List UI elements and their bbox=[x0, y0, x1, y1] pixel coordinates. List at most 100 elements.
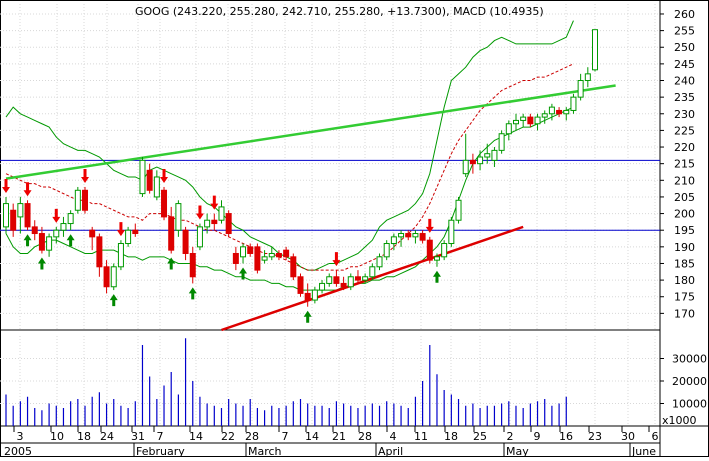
month-label: 2005 bbox=[4, 445, 32, 457]
candle-body bbox=[390, 236, 397, 245]
candle-body bbox=[319, 282, 326, 291]
month-label: May bbox=[506, 445, 529, 457]
candle-body bbox=[204, 219, 211, 228]
buy-signal-arrow bbox=[66, 234, 75, 247]
day-tick-label: 28 bbox=[245, 430, 259, 443]
candle-body bbox=[584, 73, 591, 82]
candle-body bbox=[110, 266, 117, 288]
sell-signal-arrow bbox=[81, 168, 90, 183]
moving-average-line bbox=[5, 63, 574, 271]
day-tick-label: 10 bbox=[50, 430, 64, 443]
day-tick-label: 18 bbox=[444, 430, 458, 443]
candle-body bbox=[556, 109, 563, 115]
candle-body bbox=[38, 233, 45, 251]
price-tick-label: 190 bbox=[674, 241, 695, 254]
day-tick-label: 7 bbox=[157, 430, 164, 443]
day-tick-label: 30 bbox=[621, 430, 635, 443]
candle-body bbox=[405, 233, 412, 238]
candle-body bbox=[283, 249, 290, 258]
candle-body bbox=[153, 176, 160, 198]
candle-body bbox=[67, 213, 74, 225]
candle-body bbox=[117, 243, 124, 268]
candle-body bbox=[211, 219, 218, 225]
day-tick-label: 4 bbox=[390, 430, 397, 443]
day-tick-label: 14 bbox=[305, 430, 319, 443]
candle-body bbox=[462, 159, 469, 175]
candle-body bbox=[139, 159, 146, 195]
candle-body bbox=[448, 219, 455, 245]
sell-signal-arrow bbox=[425, 218, 434, 233]
candle-body bbox=[548, 106, 555, 115]
buy-signal-arrow bbox=[167, 257, 176, 270]
sell-signal-arrow bbox=[160, 168, 169, 183]
price-tick-label: 255 bbox=[674, 25, 695, 38]
candle-body bbox=[455, 199, 462, 221]
volume-tick-label: 20000 bbox=[672, 375, 707, 388]
sell-signal-arrow bbox=[332, 252, 341, 267]
month-label: February bbox=[136, 445, 185, 457]
candle-body bbox=[297, 276, 304, 294]
candle-body bbox=[275, 252, 282, 258]
candle-body bbox=[82, 189, 89, 211]
day-tick-label: 6 bbox=[652, 430, 659, 443]
candle-body bbox=[570, 96, 577, 111]
candle-body bbox=[534, 116, 541, 125]
buy-signal-arrow bbox=[188, 287, 197, 300]
price-tick-label: 250 bbox=[674, 41, 695, 54]
volume-tick-label: 30000 bbox=[672, 353, 707, 366]
candle-body bbox=[168, 216, 175, 251]
candle-body bbox=[362, 276, 369, 281]
candle-body bbox=[512, 119, 519, 125]
candle-body bbox=[563, 109, 570, 115]
day-tick-label: 31 bbox=[131, 430, 145, 443]
price-tick-label: 240 bbox=[674, 75, 695, 88]
price-tick-label: 215 bbox=[674, 158, 695, 171]
day-tick-label: 18 bbox=[77, 430, 91, 443]
candle-body bbox=[247, 246, 254, 254]
candle-body bbox=[527, 116, 534, 125]
candle-body bbox=[369, 266, 376, 278]
volume-unit-label: x1000 bbox=[662, 414, 697, 427]
day-tick-label: 11 bbox=[414, 430, 428, 443]
candle-body bbox=[10, 209, 17, 231]
candle-body bbox=[46, 236, 53, 251]
day-tick-label: 25 bbox=[473, 430, 487, 443]
sell-signal-arrow bbox=[195, 205, 204, 220]
candle-body bbox=[592, 29, 598, 71]
candle-body bbox=[17, 203, 24, 218]
day-tick-label: 22 bbox=[221, 430, 235, 443]
month-label: June bbox=[631, 445, 656, 457]
candle-body bbox=[196, 226, 203, 248]
candle-body bbox=[541, 113, 548, 118]
price-tick-label: 205 bbox=[674, 191, 695, 204]
day-tick-label: 16 bbox=[559, 430, 573, 443]
candle-body bbox=[577, 80, 584, 98]
price-tick-label: 180 bbox=[674, 274, 695, 287]
candle-body bbox=[354, 276, 361, 281]
day-tick-label: 21 bbox=[332, 430, 346, 443]
candle-body bbox=[232, 252, 239, 264]
buy-signal-arrow bbox=[109, 294, 118, 307]
candle-body bbox=[89, 229, 96, 238]
candle-body bbox=[520, 116, 527, 121]
price-tick-label: 200 bbox=[674, 208, 695, 221]
candle-body bbox=[125, 229, 132, 245]
candle-body bbox=[304, 292, 311, 301]
buy-signal-arrow bbox=[239, 267, 248, 280]
candle-body bbox=[261, 256, 268, 261]
candle-body bbox=[498, 133, 505, 151]
candle-body bbox=[189, 252, 196, 278]
candle-body bbox=[347, 276, 354, 288]
day-tick-label: 24 bbox=[100, 430, 114, 443]
candle-body bbox=[311, 289, 318, 301]
candle-body bbox=[132, 229, 139, 235]
price-tick-label: 210 bbox=[674, 174, 695, 187]
candle-body bbox=[340, 282, 347, 288]
candle-body bbox=[60, 223, 67, 231]
buy-signal-arrow bbox=[303, 310, 312, 323]
price-tick-label: 220 bbox=[674, 141, 695, 154]
price-tick-label: 260 bbox=[674, 8, 695, 21]
candle-body bbox=[469, 159, 476, 165]
